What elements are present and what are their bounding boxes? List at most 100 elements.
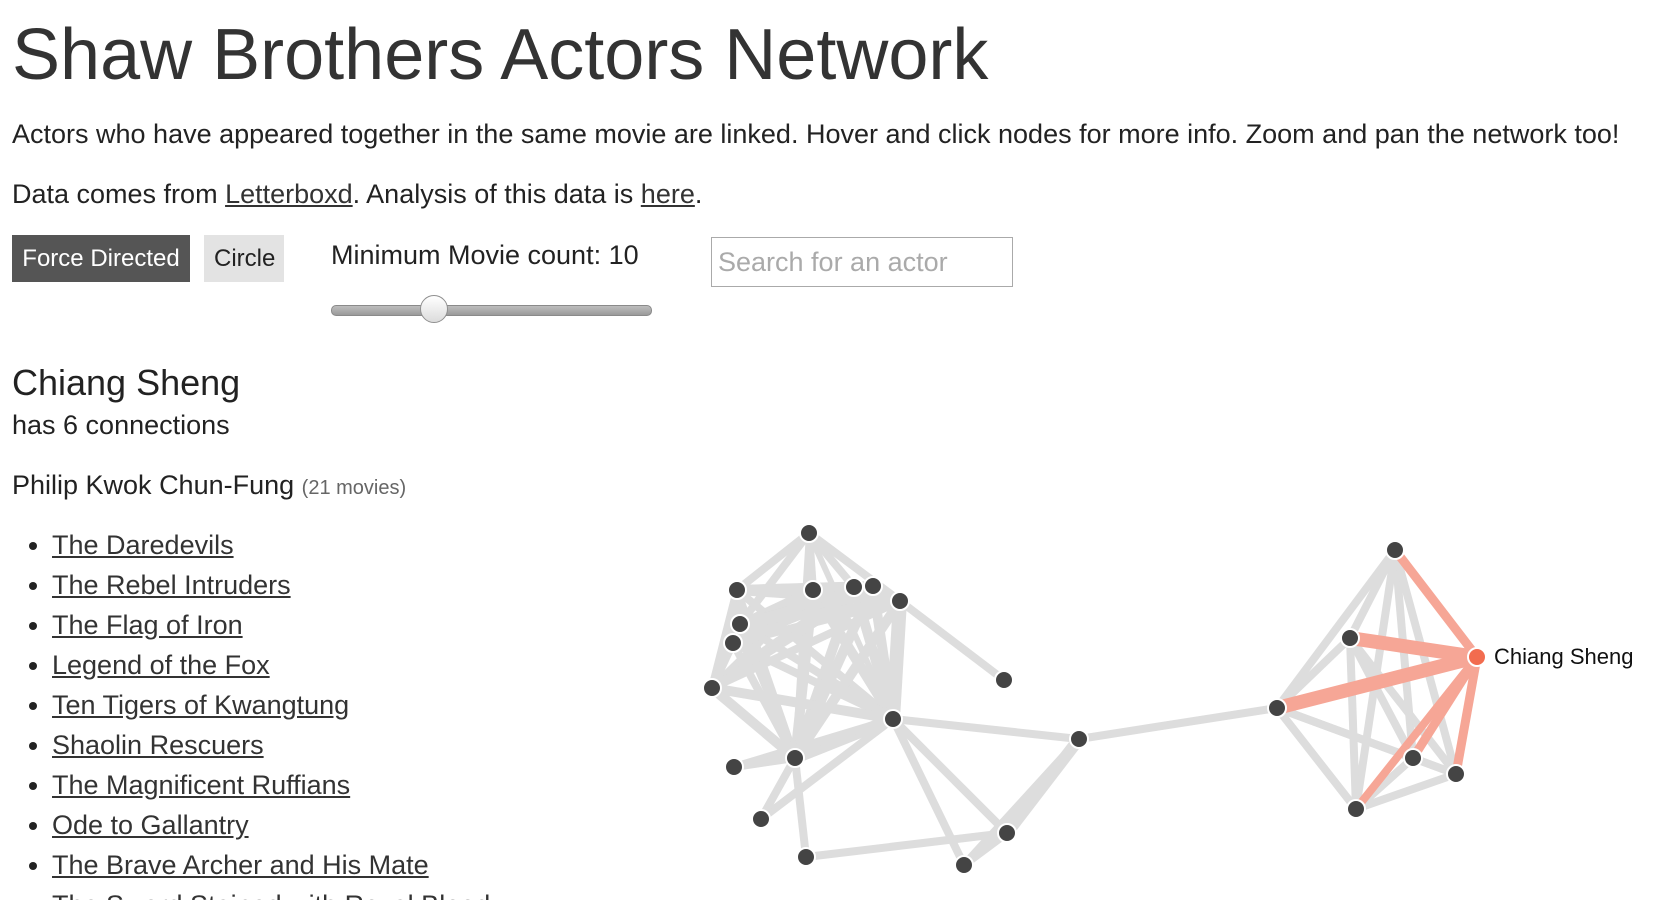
actor-node[interactable] [890,591,910,611]
source-prefix: Data comes from [12,179,226,209]
actor-node[interactable] [1069,729,1089,749]
movie-link[interactable]: Ode to Gallantry [52,810,249,840]
network-link [734,529,812,594]
actor-node[interactable] [796,847,816,867]
network-link [886,600,907,720]
movie-link[interactable]: Legend of the Fox [52,650,270,680]
network-link [806,531,896,721]
movie-link[interactable]: The Flag of Iron [52,610,243,640]
list-item: The Sword Stained with Royal Blood [52,885,632,900]
network-link [738,583,856,628]
movie-link[interactable]: Ten Tigers of Kwangtung [52,690,350,720]
network-link [739,597,901,628]
network-link [737,620,896,723]
list-item: Ten Tigers of Kwangtung [52,685,632,725]
movie-link[interactable]: The Rebel Intruders [52,570,291,600]
letterboxd-link[interactable]: Letterboxd [225,179,353,209]
network-link [708,684,799,762]
movie-link[interactable]: The Brave Archer and His Mate [52,850,429,880]
network-link [733,588,799,760]
actor-node[interactable] [1446,764,1466,784]
network-link [1391,548,1460,776]
network-link [1274,635,1353,711]
actor-node[interactable] [785,748,805,768]
selected-actor-name: Chiang Sheng [12,362,241,403]
network-link [711,683,894,724]
highlighted-link [1451,656,1482,775]
source-middle: . Analysis of this data is [352,179,641,209]
actor-node[interactable] [751,809,771,829]
highlighted-link [1275,650,1479,715]
network-link [805,829,1008,861]
network-link [1275,704,1458,778]
movie-link[interactable]: Shaolin Rescuers [52,730,264,760]
actor-node[interactable] [1346,799,1366,819]
co-actor-movie-count: (21 movies) [301,477,407,499]
connection-count: has 6 connections [12,410,230,440]
actor-node[interactable] [997,823,1017,843]
force-directed-button[interactable]: Force Directed [12,235,190,282]
network-link [736,530,813,627]
actor-node[interactable] [727,580,747,600]
actor-node[interactable] [724,757,744,777]
list-item: The Flag of Iron [52,605,632,645]
network-link [729,641,799,760]
actor-node[interactable] [954,855,974,875]
network-link [1346,636,1417,760]
movie-link[interactable]: The Daredevils [52,530,234,560]
actor-node[interactable] [1267,698,1287,718]
network-link [736,582,855,595]
network-link [1346,635,1460,777]
actor-node[interactable] [883,709,903,729]
network-link [1354,770,1458,813]
network-link [1002,735,1084,837]
movie-link[interactable]: The Sword Stained with Royal Blood [52,890,490,900]
network-link [731,583,856,647]
network-link [892,715,1080,743]
analysis-link[interactable]: here [640,179,695,209]
movie-link[interactable]: The Magnificent Ruffians [52,770,351,800]
actor-node[interactable] [1340,628,1360,648]
network-link [889,717,968,867]
network-link [1346,548,1399,640]
co-actor-name: Philip Kwok Chun-Fung [12,470,295,500]
network-link [732,597,901,647]
circle-layout-button[interactable]: Circle [204,235,284,282]
network-nodes [702,523,1487,875]
list-item: Shaolin Rescuers [52,725,632,765]
actor-node[interactable] [994,670,1014,690]
highlighted-link [1391,547,1481,660]
network-link [792,532,812,759]
network-link [1391,549,1417,759]
list-item: The Magnificent Ruffians [52,765,632,805]
actor-search-input[interactable] [711,237,1013,287]
actor-node[interactable] [803,580,823,600]
min-movie-count-slider[interactable] [331,305,652,316]
network-link [805,530,858,590]
network-link [792,713,896,764]
network-link [1273,547,1399,711]
network-link [790,589,818,759]
data-source-text: Data comes from Letterboxd. Analysis of … [12,179,702,210]
network-link [1346,637,1360,810]
actor-node[interactable] [799,523,819,543]
list-item: The Rebel Intruders [52,565,632,605]
selected-actor-node[interactable] [1467,647,1487,667]
network-link [736,622,799,760]
movie-list: The Daredevils The Rebel Intruders The F… [12,525,632,900]
actor-node[interactable] [723,633,743,653]
network-link [868,585,898,720]
network-link [1353,755,1416,812]
actor-node[interactable] [730,614,750,634]
source-suffix: . [694,179,703,209]
actor-node[interactable] [702,678,722,698]
actor-node[interactable] [1385,540,1405,560]
network-link [734,586,896,723]
slider-thumb[interactable] [420,295,448,323]
actor-node[interactable] [863,576,883,596]
actor-node[interactable] [844,577,864,597]
network-link [790,598,905,761]
actor-node[interactable] [1403,748,1423,768]
network-link [1352,549,1399,810]
network-link [791,757,810,858]
